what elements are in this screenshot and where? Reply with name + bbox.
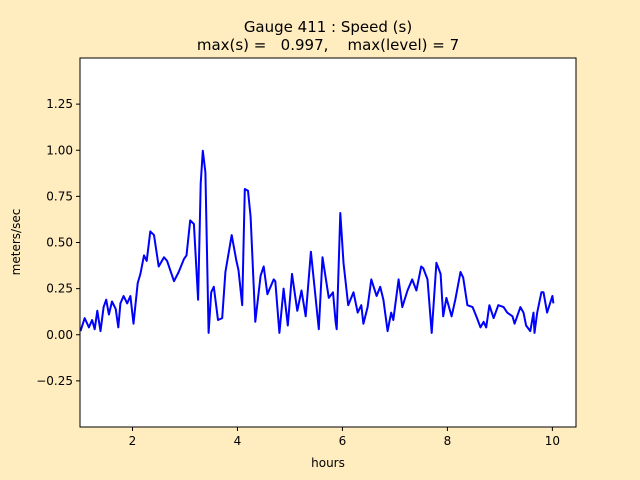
y-tick-label: 0.75 <box>46 189 73 203</box>
x-tick-label: 2 <box>129 434 137 448</box>
x-tick-label: 6 <box>339 434 347 448</box>
chart-title-line2: max(s) = 0.997, max(level) = 7 <box>197 36 459 54</box>
x-tick-label: 8 <box>444 434 452 448</box>
series-line-speed <box>79 149 555 334</box>
y-tick-label: 1.00 <box>46 143 73 157</box>
series-layer <box>79 149 555 334</box>
y-tick-label: 0.50 <box>46 236 73 250</box>
y-axis-label: meters/sec <box>9 209 23 276</box>
y-tick-label: −0.25 <box>36 374 73 388</box>
chart-title-line1: Gauge 411 : Speed (s) <box>244 18 412 36</box>
x-axis: 2 4 6 8 10 <box>129 427 560 448</box>
x-tick-label: 10 <box>545 434 560 448</box>
y-tick-label: 0.00 <box>46 328 73 342</box>
plot-area <box>80 58 576 427</box>
y-tick-label: 0.25 <box>46 282 73 296</box>
y-axis: −0.25 0.00 0.25 0.50 0.75 1.00 1.25 <box>36 97 80 388</box>
x-axis-label: hours <box>311 456 345 470</box>
y-tick-label: 1.25 <box>46 97 73 111</box>
x-tick-label: 4 <box>234 434 242 448</box>
